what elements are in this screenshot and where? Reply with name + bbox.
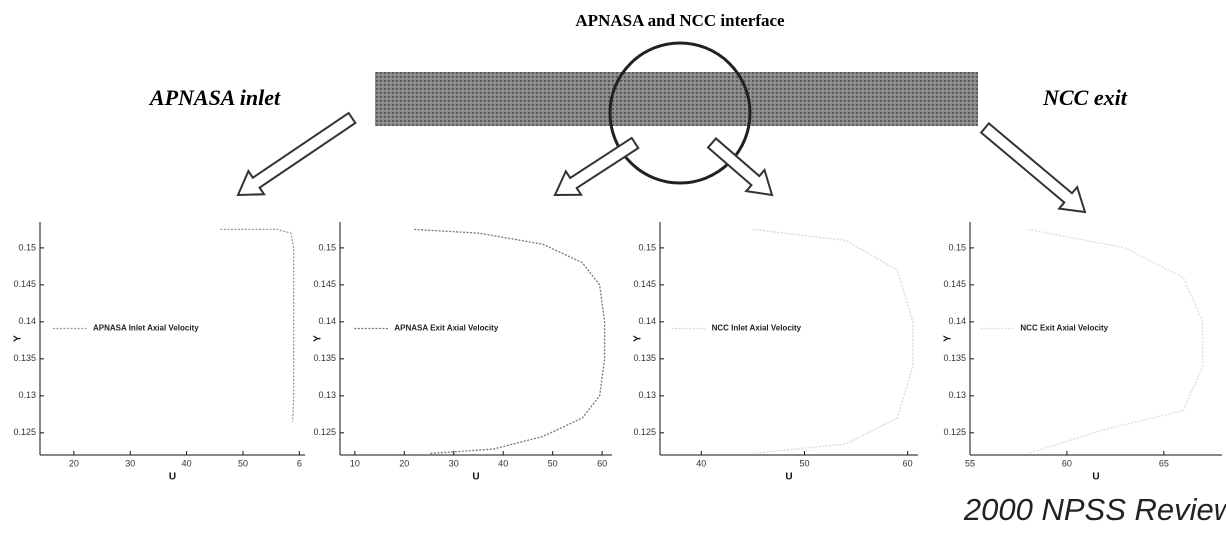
series-line bbox=[220, 229, 293, 421]
x-tick-label: 40 bbox=[498, 458, 508, 468]
x-tick-label: 65 bbox=[1159, 458, 1169, 468]
y-tick-label: 0.135 bbox=[943, 353, 966, 363]
y-axis-label: Y bbox=[633, 335, 644, 342]
x-tick-label: 30 bbox=[449, 458, 459, 468]
y-tick-label: 0.135 bbox=[313, 353, 336, 363]
y-tick-label: 0.13 bbox=[948, 390, 966, 400]
slide-title: APNASA and NCC interface bbox=[575, 11, 785, 30]
y-tick-label: 0.13 bbox=[18, 390, 36, 400]
interface-band bbox=[375, 72, 978, 126]
left-label: APNASA inlet bbox=[148, 85, 281, 110]
y-tick-label: 0.135 bbox=[13, 353, 36, 363]
y-tick-label: 0.15 bbox=[318, 242, 336, 252]
x-tick-label: 60 bbox=[597, 458, 607, 468]
y-axis-label: Y bbox=[313, 335, 324, 342]
y-tick-label: 0.13 bbox=[638, 390, 656, 400]
x-tick-label: 60 bbox=[903, 458, 913, 468]
y-tick-label: 0.135 bbox=[633, 353, 656, 363]
y-tick-label: 0.14 bbox=[948, 316, 966, 326]
series-line bbox=[414, 229, 604, 453]
y-tick-label: 0.15 bbox=[18, 242, 36, 252]
x-tick-label: 60 bbox=[1062, 458, 1072, 468]
arrow bbox=[555, 138, 638, 195]
y-tick-label: 0.125 bbox=[943, 427, 966, 437]
x-tick-label: 40 bbox=[696, 458, 706, 468]
slide: APNASA and NCC interface APNASA inlet NC… bbox=[0, 0, 1226, 539]
arrow bbox=[981, 123, 1085, 212]
y-tick-label: 0.145 bbox=[633, 279, 656, 289]
x-tick-label: 10 bbox=[350, 458, 360, 468]
series-line bbox=[1028, 229, 1202, 453]
arrows bbox=[238, 113, 1085, 212]
y-tick-label: 0.145 bbox=[13, 279, 36, 289]
y-tick-label: 0.14 bbox=[638, 316, 656, 326]
x-tick-label: 30 bbox=[125, 458, 135, 468]
x-axis-label: U bbox=[472, 472, 479, 483]
x-tick-label: 6 bbox=[297, 458, 302, 468]
x-tick-label: 20 bbox=[399, 458, 409, 468]
y-tick-label: 0.13 bbox=[318, 390, 336, 400]
x-tick-label: 40 bbox=[182, 458, 192, 468]
x-tick-label: 50 bbox=[238, 458, 248, 468]
x-axis-label: U bbox=[169, 472, 176, 483]
y-tick-label: 0.14 bbox=[18, 316, 36, 326]
y-tick-label: 0.125 bbox=[313, 427, 336, 437]
x-tick-label: 55 bbox=[965, 458, 975, 468]
y-tick-label: 0.145 bbox=[943, 279, 966, 289]
x-tick-label: 50 bbox=[548, 458, 558, 468]
y-tick-label: 0.15 bbox=[948, 242, 966, 252]
x-tick-label: 20 bbox=[69, 458, 79, 468]
right-label: NCC exit bbox=[1042, 85, 1128, 110]
legend-label: NCC Inlet Axial Velocity bbox=[712, 324, 802, 333]
y-tick-label: 0.14 bbox=[318, 316, 336, 326]
arrow bbox=[238, 113, 355, 195]
y-tick-label: 0.15 bbox=[638, 242, 656, 252]
y-tick-label: 0.145 bbox=[313, 279, 336, 289]
x-axis-label: U bbox=[785, 472, 792, 483]
footer: 2000 NPSS Review bbox=[963, 492, 1226, 527]
legend-label: APNASA Inlet Axial Velocity bbox=[93, 324, 199, 333]
y-axis-label: Y bbox=[13, 335, 24, 342]
y-axis-label: Y bbox=[943, 335, 954, 342]
y-tick-label: 0.125 bbox=[633, 427, 656, 437]
y-tick-label: 0.125 bbox=[13, 427, 36, 437]
legend-label: NCC Exit Axial Velocity bbox=[1020, 324, 1108, 333]
legend-label: APNASA Exit Axial Velocity bbox=[394, 324, 498, 333]
x-axis-label: U bbox=[1092, 472, 1099, 483]
x-tick-label: 50 bbox=[799, 458, 809, 468]
series-line bbox=[753, 229, 913, 453]
